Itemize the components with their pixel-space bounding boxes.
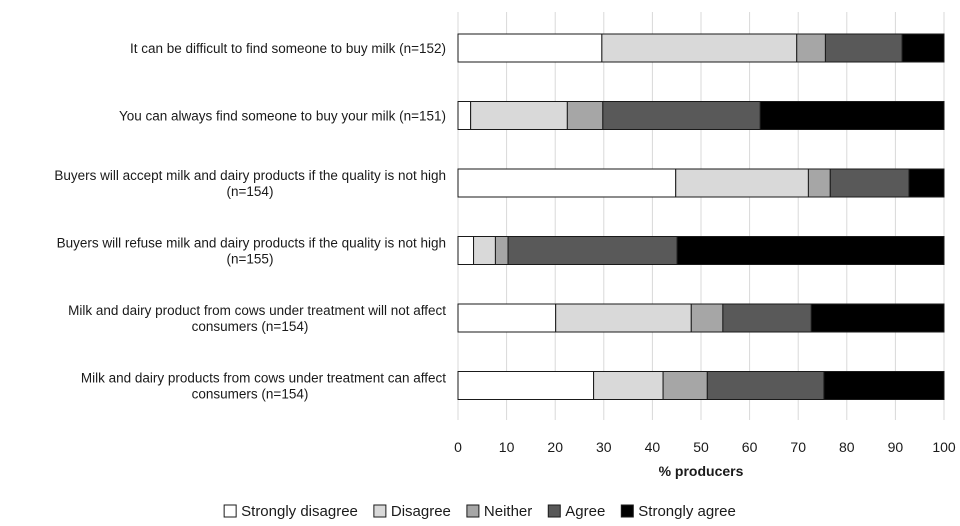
- legend-swatch: [373, 504, 387, 518]
- bar-segment: [676, 236, 945, 265]
- bar-segment: [807, 168, 831, 198]
- bar-segment: [829, 168, 910, 198]
- legend-label: Disagree: [391, 503, 451, 520]
- bar-segment: [662, 371, 708, 400]
- category-labels: It can be difficult to find someone to b…: [54, 41, 446, 402]
- bar-segment: [901, 33, 945, 63]
- bar-segment: [457, 303, 557, 333]
- bar-segment: [796, 33, 826, 63]
- bar-segment: [908, 168, 945, 198]
- legend: Strongly disagree Disagree Neither Agree Str…: [223, 503, 736, 520]
- category-label: Buyers will refuse milk and dairy produc…: [57, 236, 446, 267]
- bar-segment: [457, 168, 677, 198]
- category-label: Milk and dairy product from cows under t…: [68, 303, 446, 334]
- bar-segment: [566, 101, 604, 130]
- bar-segment: [494, 236, 509, 265]
- category-label: Buyers will accept milk and dairy produc…: [54, 168, 446, 199]
- category-label: It can be difficult to find someone to b…: [130, 41, 446, 56]
- legend-swatch: [620, 504, 634, 518]
- bar-segment: [457, 236, 475, 265]
- legend-swatch: [547, 504, 561, 518]
- bar-segment: [602, 101, 761, 130]
- bar-segment: [507, 236, 678, 265]
- bar-segment: [601, 33, 798, 63]
- bar-segment: [722, 303, 812, 333]
- x-tick-label: 100: [932, 439, 956, 455]
- category-label: Milk and dairy products from cows under …: [81, 371, 446, 402]
- bars: [457, 33, 945, 400]
- bar-segment: [759, 101, 945, 130]
- x-tick-label: 70: [790, 439, 806, 455]
- x-tick-label: 80: [839, 439, 855, 455]
- x-axis-title: % producers: [659, 463, 744, 479]
- bar-segment: [706, 371, 825, 400]
- bar-segment: [810, 303, 945, 333]
- bar-segment: [470, 101, 568, 130]
- x-tick-labels: 0 10 20 30 40 50 60 70 80 90 100: [454, 439, 956, 455]
- category-label: You can always find someone to buy your …: [119, 109, 446, 124]
- gridlines: [457, 12, 945, 420]
- x-tick-label: 40: [645, 439, 661, 455]
- bar-segment: [457, 33, 603, 63]
- bar-segment: [457, 101, 472, 130]
- x-tick-label: 30: [596, 439, 612, 455]
- bar-segment: [473, 236, 496, 265]
- bar-segment: [690, 303, 724, 333]
- x-tick-label: 60: [742, 439, 758, 455]
- x-tick-label: 20: [547, 439, 563, 455]
- legend-swatch: [223, 504, 237, 518]
- bar-segment: [823, 371, 945, 400]
- x-tick-label: 10: [499, 439, 515, 455]
- legend-label: Strongly disagree: [241, 503, 358, 520]
- bar-segment: [675, 168, 809, 198]
- legend-label: Strongly agree: [638, 503, 736, 520]
- bar-segment: [593, 371, 664, 400]
- x-tick-label: 90: [888, 439, 904, 455]
- legend-swatch: [466, 504, 480, 518]
- x-tick-label: 50: [693, 439, 709, 455]
- legend-label: Agree: [565, 503, 605, 520]
- bar-segment: [457, 371, 595, 400]
- bar-segment: [555, 303, 692, 333]
- bar-segment: [824, 33, 903, 63]
- x-tick-label: 0: [454, 439, 462, 455]
- legend-label: Neither: [484, 503, 532, 520]
